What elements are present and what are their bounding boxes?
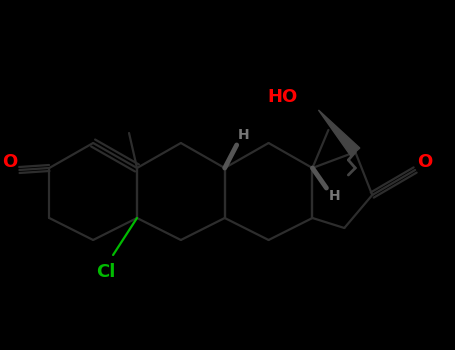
Text: Cl: Cl — [96, 263, 116, 281]
Polygon shape — [318, 110, 360, 156]
Text: O: O — [2, 153, 17, 171]
Text: HO: HO — [268, 88, 298, 106]
Text: H: H — [329, 189, 340, 203]
Text: H: H — [238, 128, 249, 142]
Text: O: O — [418, 153, 433, 171]
